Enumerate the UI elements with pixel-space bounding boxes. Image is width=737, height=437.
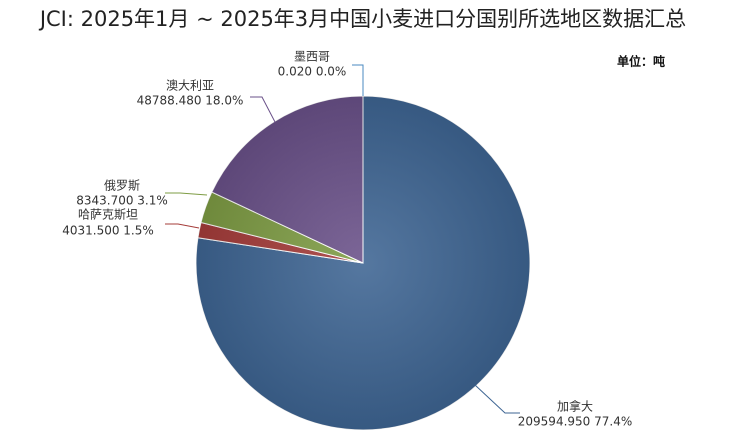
leader-line <box>165 192 208 196</box>
slice-name: 澳大利亚 <box>166 79 214 93</box>
leader-line <box>165 223 200 229</box>
leader-line <box>352 64 364 96</box>
slice-name: 哈萨克斯坦 <box>78 208 138 222</box>
slice-name: 墨西哥 <box>294 50 330 64</box>
slice-value: 0.020 0.0% <box>278 65 347 79</box>
unit-label: 单位：吨 <box>617 54 665 69</box>
chart-title: JCI: 2025年1月 ~ 2025年3月中国小麦进口分国别所选地区数据汇总 <box>38 7 686 31</box>
slice-value: 48788.480 18.0% <box>137 94 244 108</box>
slice-value: 8343.700 3.1% <box>76 194 168 208</box>
leader-line <box>250 96 276 123</box>
slice-name: 加拿大 <box>557 399 593 414</box>
slice-name: 俄罗斯 <box>104 179 140 193</box>
slice-value: 209594.950 77.4% <box>518 415 632 429</box>
slice-value: 4031.500 1.5% <box>62 224 154 238</box>
leader-line <box>474 384 520 414</box>
